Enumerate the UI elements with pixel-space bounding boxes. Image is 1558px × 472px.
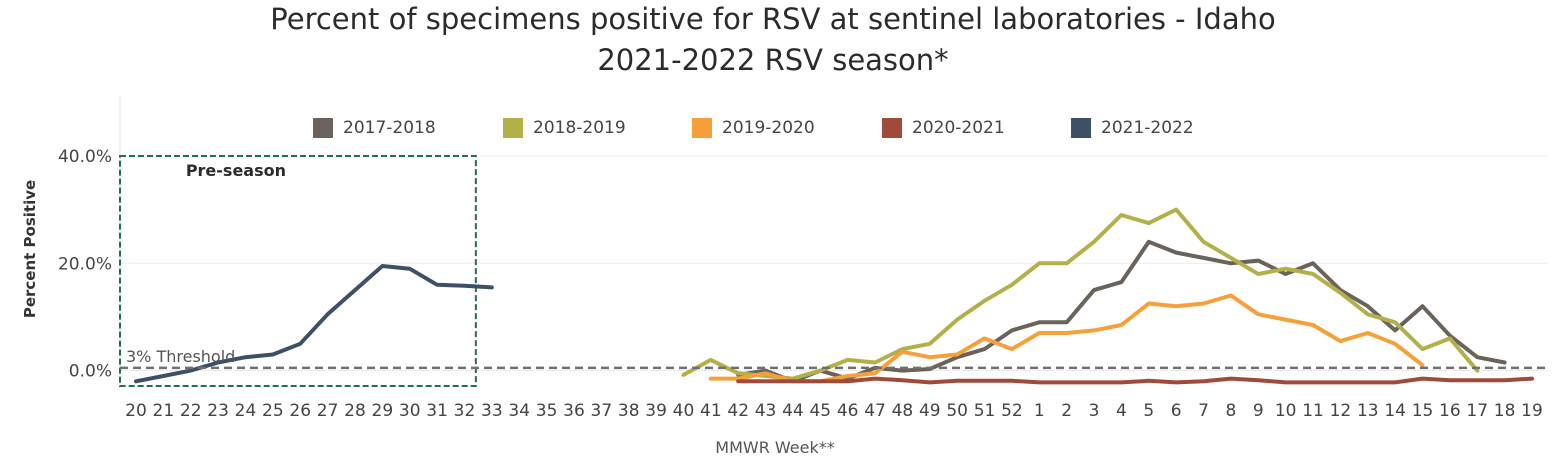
y-tick-label: 20.0%: [58, 254, 112, 274]
x-tick-label: 4: [1116, 401, 1127, 421]
x-tick-label: 37: [591, 401, 613, 421]
x-tick-label: 3: [1089, 401, 1100, 421]
legend-swatch-2019-2020: [692, 118, 712, 138]
x-tick-label: 44: [782, 401, 804, 421]
legend-label: 2019-2020: [722, 118, 815, 138]
x-tick-label: 36: [563, 401, 585, 421]
x-tick-label: 50: [946, 401, 968, 421]
legend-label: 2018-2019: [533, 118, 626, 138]
legend-swatch-2018-2019: [503, 118, 523, 138]
x-tick-label: 2: [1061, 401, 1072, 421]
legend-label: 2020-2021: [912, 118, 1005, 138]
x-tick-label: 40: [673, 401, 695, 421]
legend-item-2021-2022[interactable]: 2021-2022: [1071, 116, 1194, 140]
legend-swatch-2017-2018: [313, 118, 333, 138]
x-tick-label: 25: [262, 401, 284, 421]
x-tick-label: 12: [1330, 401, 1352, 421]
series-line-2019-2020: [708, 293, 1425, 384]
y-tick-label: 0.0%: [69, 362, 112, 382]
x-tick-label: 35: [536, 401, 558, 421]
x-tick-label: 7: [1198, 401, 1209, 421]
legend: 2017-2018 2018-2019 2019-2020 2020-2021 …: [0, 116, 1558, 140]
x-tick-label: 38: [618, 401, 640, 421]
x-tick-label: 9: [1253, 401, 1264, 421]
x-tick-label: 22: [180, 401, 202, 421]
chart-subtitle: 2021-2022 RSV season*: [597, 43, 949, 77]
x-tick-label: 49: [919, 401, 941, 421]
y-tick-label: 40.0%: [58, 147, 112, 167]
x-tick-label: 27: [317, 401, 339, 421]
legend-item-2018-2019[interactable]: 2018-2019: [503, 116, 626, 140]
chart-title: Percent of specimens positive for RSV at…: [270, 2, 1276, 36]
x-tick-label: 30: [399, 401, 421, 421]
legend-item-2019-2020[interactable]: 2019-2020: [692, 116, 815, 140]
x-tick-label: 34: [508, 401, 530, 421]
x-tick-label: 21: [153, 401, 175, 421]
x-tick-label: 47: [864, 401, 886, 421]
x-tick-label: 32: [454, 401, 476, 421]
x-tick-label: 24: [235, 401, 257, 421]
pre-season-box: [119, 155, 477, 387]
series-line-2020-2021: [736, 376, 1534, 385]
legend-label: 2021-2022: [1101, 118, 1194, 138]
x-tick-label: 26: [289, 401, 311, 421]
x-tick-label: 20: [125, 401, 147, 421]
threshold-label: 3% Threshold: [126, 347, 235, 366]
x-tick-label: 14: [1384, 401, 1406, 421]
x-tick-label: 5: [1143, 401, 1154, 421]
x-tick-label: 45: [809, 401, 831, 421]
x-tick-label: 19: [1521, 401, 1543, 421]
x-tick-label: 51: [974, 401, 996, 421]
x-tick-label: 15: [1412, 401, 1434, 421]
x-tick-label: 33: [481, 401, 503, 421]
legend-item-2017-2018[interactable]: 2017-2018: [313, 116, 436, 140]
x-tick-label: 17: [1466, 401, 1488, 421]
x-tick-label: 16: [1439, 401, 1461, 421]
x-tick-label: 13: [1357, 401, 1379, 421]
x-tick-label: 43: [755, 401, 777, 421]
x-tick-label: 39: [645, 401, 667, 421]
x-tick-label: 46: [837, 401, 859, 421]
x-tick-label: 11: [1302, 401, 1324, 421]
x-tick-label: 23: [207, 401, 229, 421]
x-tick-label: 52: [1001, 401, 1023, 421]
legend-swatch-2020-2021: [882, 118, 902, 138]
x-tick-label: 48: [892, 401, 914, 421]
legend-swatch-2021-2022: [1071, 118, 1091, 138]
x-tick-label: 42: [727, 401, 749, 421]
x-tick-label: 18: [1494, 401, 1516, 421]
x-tick-label: 41: [700, 401, 722, 421]
pre-season-label: Pre-season: [186, 161, 286, 180]
legend-label: 2017-2018: [343, 118, 436, 138]
x-tick-label: 31: [426, 401, 448, 421]
x-tick-label: 8: [1225, 401, 1236, 421]
x-tick-label: 6: [1171, 401, 1182, 421]
x-tick-label: 1: [1034, 401, 1045, 421]
legend-item-2020-2021[interactable]: 2020-2021: [882, 116, 1005, 140]
x-axis-label: MMWR Week**: [715, 438, 835, 457]
series-line-2017-2018: [736, 239, 1507, 384]
series-line-2021-2022: [134, 264, 494, 384]
x-tick-label: 29: [372, 401, 394, 421]
x-tick-label: 28: [344, 401, 366, 421]
x-tick-label: 10: [1275, 401, 1297, 421]
series-line-2018-2019: [681, 207, 1480, 381]
